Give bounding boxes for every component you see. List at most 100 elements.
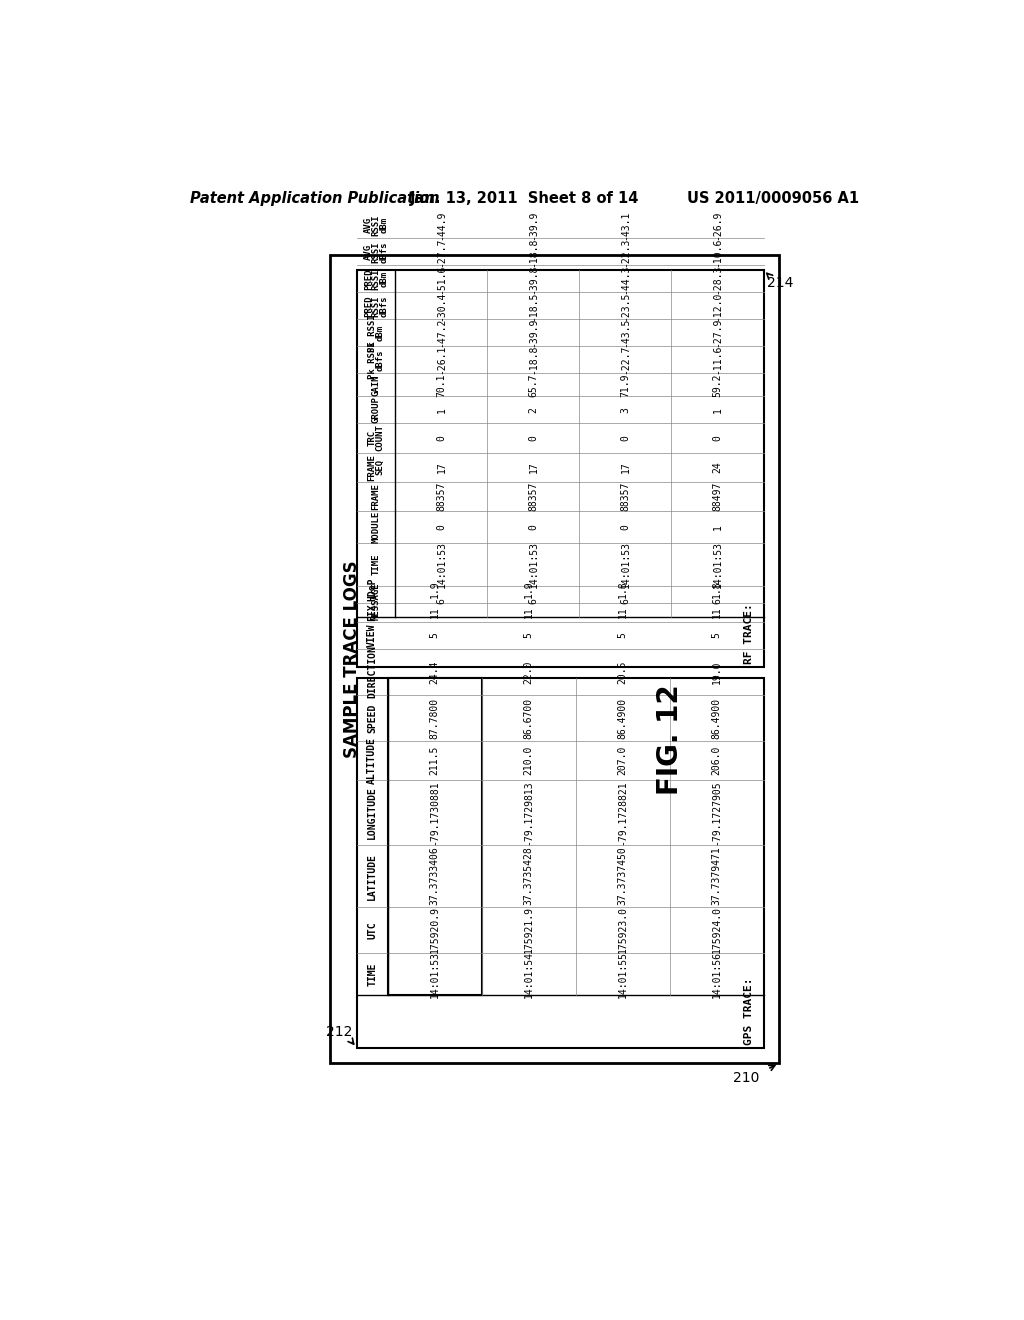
Text: RF TRACE:: RF TRACE: [744,603,755,664]
Text: -12.0: -12.0 [713,292,723,321]
Text: 175920.9: 175920.9 [430,907,439,953]
Text: 1.8: 1.8 [712,581,722,598]
Text: 0: 0 [621,436,631,441]
Text: 86.4900: 86.4900 [712,698,722,739]
Text: 37.3733406: 37.3733406 [430,846,439,906]
Text: GPS TRACE:: GPS TRACE: [744,978,755,1045]
Text: 206.0: 206.0 [712,746,722,775]
Text: 37.7379471: 37.7379471 [712,846,722,906]
Text: 71.9: 71.9 [621,374,631,396]
Text: 88357: 88357 [528,482,539,511]
Text: ALTITUDE: ALTITUDE [368,737,377,784]
Polygon shape [356,271,764,667]
Text: 6: 6 [528,598,539,605]
Text: 14:01:55: 14:01:55 [617,950,628,998]
Text: FRAME: FRAME [368,454,377,480]
Text: 0: 0 [528,436,539,441]
Text: LONGITUDE: LONGITUDE [368,787,377,840]
Text: -30.4: -30.4 [436,292,446,321]
Text: 11: 11 [430,606,439,618]
Text: 11: 11 [523,606,534,618]
Text: -43.5: -43.5 [621,318,631,347]
Text: US 2011/0009056 A1: US 2011/0009056 A1 [687,191,859,206]
Text: Pk RSSI: Pk RSSI [368,341,377,379]
Text: 65.7: 65.7 [528,374,539,396]
Text: 14:01:53: 14:01:53 [713,541,723,589]
Text: TRC: TRC [368,430,377,446]
Text: -79.1730881: -79.1730881 [430,780,439,845]
Text: 1.9: 1.9 [430,581,439,598]
Text: -22.3: -22.3 [621,238,631,267]
Text: 6: 6 [621,598,631,605]
Text: 11: 11 [712,606,722,618]
Text: 88357: 88357 [621,482,631,511]
Text: -79.1729813: -79.1729813 [523,780,534,845]
Text: -27.7: -27.7 [436,238,446,267]
Text: 1: 1 [713,524,723,531]
Text: AVG: AVG [364,244,373,260]
Text: 88357: 88357 [436,482,446,511]
Text: DIRECTION: DIRECTION [368,645,377,698]
Text: -44.3: -44.3 [621,264,631,293]
Text: -47.2: -47.2 [436,318,446,347]
Text: 17: 17 [621,461,631,473]
Text: UTC: UTC [368,921,377,939]
Text: 6: 6 [713,598,723,605]
Text: 88497: 88497 [713,482,723,511]
Text: GAIN: GAIN [372,374,381,396]
Text: -18.5: -18.5 [528,292,539,321]
Text: 175924.0: 175924.0 [712,907,722,953]
Text: SEQ: SEQ [376,459,384,475]
Text: 14:01:53: 14:01:53 [436,541,446,589]
Text: 86.6700: 86.6700 [523,698,534,739]
Text: 14:01:54: 14:01:54 [523,950,534,998]
Text: 0: 0 [436,436,446,441]
Text: 19.0: 19.0 [712,660,722,684]
Text: dBm: dBm [379,216,388,234]
Text: -10.6: -10.6 [713,238,723,267]
Text: 22.0: 22.0 [523,660,534,684]
Text: 0: 0 [621,524,631,531]
Text: -39.9: -39.9 [528,318,539,347]
Text: 5: 5 [523,632,534,639]
Text: dBm: dBm [376,325,384,341]
Text: 214: 214 [767,276,794,290]
Text: 2: 2 [528,407,539,413]
Text: -39.9: -39.9 [528,210,539,240]
Text: 37.3735428: 37.3735428 [523,846,534,906]
Text: 20.5: 20.5 [617,660,628,684]
Text: 1: 1 [436,407,446,413]
Text: COUNT: COUNT [376,425,384,451]
Text: 11: 11 [617,606,628,618]
Polygon shape [388,678,481,995]
Text: 37.3737450: 37.3737450 [617,846,628,906]
Polygon shape [330,255,779,1063]
Text: 0: 0 [528,524,539,531]
Text: 14:01:53: 14:01:53 [430,950,439,998]
Text: 6: 6 [436,598,446,605]
Text: -22.7: -22.7 [621,345,631,375]
Text: -23.5: -23.5 [621,292,631,321]
Text: SPEED: SPEED [368,704,377,733]
Text: MODULE: MODULE [372,511,381,544]
Text: dBm: dBm [379,271,388,286]
Text: PRED: PRED [364,268,373,289]
Text: 175921.9: 175921.9 [523,907,534,953]
Text: 0: 0 [713,436,723,441]
Text: TIME: TIME [372,554,381,576]
Text: 207.0: 207.0 [617,746,628,775]
Text: RSSI: RSSI [372,242,381,263]
Text: HDoP: HDoP [368,577,377,601]
Text: 59.2: 59.2 [713,374,723,396]
Text: Jan. 13, 2011  Sheet 8 of 14: Jan. 13, 2011 Sheet 8 of 14 [411,191,639,206]
Text: 0: 0 [436,524,446,531]
Text: 5: 5 [430,632,439,639]
Text: dBfs: dBfs [379,242,388,263]
Text: -26.1: -26.1 [436,345,446,375]
Text: -79.1727905: -79.1727905 [712,780,722,845]
Text: RSSI: RSSI [372,268,381,289]
Text: -26.9: -26.9 [713,210,723,240]
Text: AVG: AVG [364,216,373,234]
Text: -43.1: -43.1 [621,210,631,240]
Text: FRAME: FRAME [372,483,381,510]
